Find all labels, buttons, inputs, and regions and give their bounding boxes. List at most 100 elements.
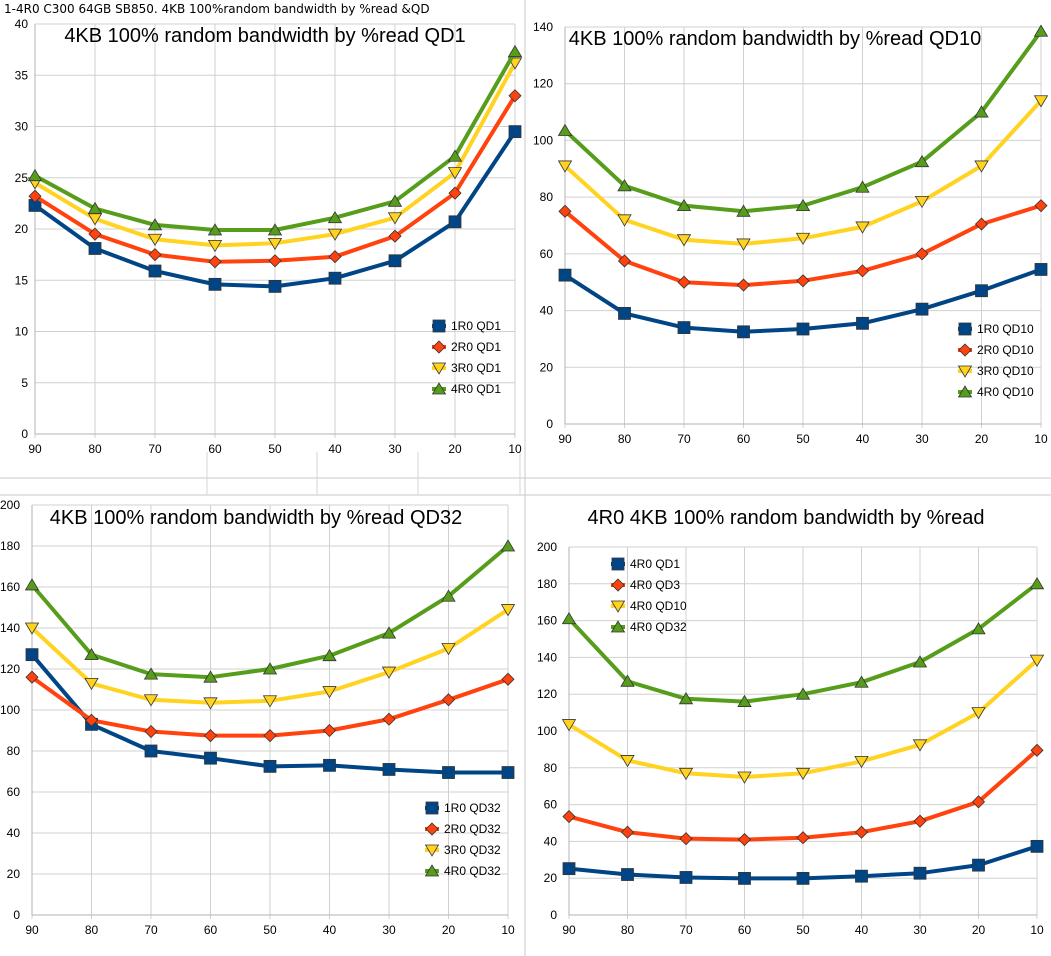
x-tick-label: 80 bbox=[618, 432, 632, 446]
legend-label: 3R0 QD10 bbox=[977, 364, 1034, 378]
data-point bbox=[143, 694, 159, 707]
y-tick-label: 160 bbox=[0, 580, 20, 594]
data-point bbox=[147, 218, 163, 231]
data-point bbox=[676, 198, 692, 212]
legend-label: 2R0 QD10 bbox=[977, 343, 1034, 357]
legend-marker bbox=[610, 600, 626, 613]
y-tick-label: 0 bbox=[13, 908, 20, 922]
data-point bbox=[1029, 577, 1045, 590]
x-tick-label: 30 bbox=[915, 432, 929, 446]
data-point bbox=[679, 832, 693, 846]
y-tick-label: 140 bbox=[533, 20, 553, 34]
chart-3: 0 20 40 60 80 100 120 140 160 180 200 90 80 70 60 50 40 3… bbox=[0, 498, 516, 937]
data-point bbox=[88, 227, 102, 241]
data-point bbox=[557, 123, 573, 136]
data-point bbox=[24, 578, 40, 591]
data-point bbox=[796, 274, 810, 288]
data-point bbox=[148, 264, 162, 278]
legend-item: 2R0 QD1 bbox=[432, 340, 501, 354]
legend-label: 1R0 QD10 bbox=[977, 322, 1034, 336]
data-point bbox=[562, 809, 576, 824]
data-point bbox=[267, 223, 283, 236]
data-point bbox=[1029, 654, 1045, 667]
y-tick-label: 160 bbox=[537, 614, 557, 628]
data-point bbox=[208, 255, 222, 269]
data-point bbox=[972, 858, 985, 872]
data-point bbox=[737, 832, 752, 847]
x-tick-label: 40 bbox=[855, 923, 869, 937]
legend-label: 3R0 QD1 bbox=[451, 361, 501, 375]
data-point bbox=[208, 277, 222, 291]
series-2r0-qd1 bbox=[28, 89, 522, 269]
data-point bbox=[679, 871, 693, 884]
data-point bbox=[915, 302, 929, 316]
data-point bbox=[501, 766, 515, 779]
x-tick-label: 30 bbox=[382, 923, 396, 937]
x-tick-label: 90 bbox=[558, 432, 572, 446]
y-tick-label: 100 bbox=[0, 703, 20, 717]
legend-label: 4R0 QD1 bbox=[451, 382, 501, 396]
data-point bbox=[971, 622, 986, 635]
x-tick-label: 40 bbox=[328, 442, 342, 456]
data-point bbox=[1033, 24, 1049, 37]
data-point bbox=[207, 239, 223, 253]
series-2r0-qd10 bbox=[558, 199, 1048, 292]
x-tick-label: 20 bbox=[442, 923, 456, 937]
data-point bbox=[738, 871, 751, 885]
legend-marker bbox=[431, 382, 447, 395]
data-point bbox=[677, 275, 691, 289]
y-tick-label: 25 bbox=[15, 171, 29, 185]
legend-label: 4R0 QD32 bbox=[444, 864, 501, 878]
x-tick-label: 40 bbox=[323, 923, 337, 937]
data-point bbox=[500, 604, 516, 617]
x-tick-label: 20 bbox=[972, 923, 986, 937]
data-point bbox=[855, 221, 870, 234]
data-point bbox=[558, 268, 572, 282]
data-point bbox=[617, 214, 632, 227]
legend: 1R0 QD10 2R0 QD10 3R0 QD10 4R0 QD10 bbox=[957, 322, 1034, 399]
y-tick-label: 40 bbox=[7, 826, 21, 840]
data-point bbox=[267, 237, 283, 251]
y-tick-label: 100 bbox=[533, 133, 553, 147]
y-tick-label: 80 bbox=[7, 744, 21, 758]
data-point bbox=[381, 626, 397, 639]
data-point bbox=[387, 194, 403, 207]
data-point bbox=[736, 278, 751, 292]
chart-title: 4KB 100% random bandwidth by %read QD1 bbox=[64, 25, 465, 47]
data-point bbox=[447, 167, 463, 180]
y-tick-label: 140 bbox=[0, 621, 20, 635]
data-point bbox=[268, 254, 282, 268]
legend-label: 1R0 QD1 bbox=[451, 319, 501, 333]
legend-marker bbox=[957, 385, 973, 398]
series-1r0-qd1 bbox=[28, 125, 522, 293]
x-tick-label: 80 bbox=[621, 923, 635, 937]
data-point bbox=[381, 666, 397, 679]
y-tick-label: 120 bbox=[537, 687, 557, 701]
series-3r0-qd10 bbox=[557, 95, 1049, 251]
x-tick-label: 10 bbox=[508, 442, 522, 456]
legend: 4R0 QD1 4R0 QD3 4R0 QD10 4R0 QD32 bbox=[610, 557, 687, 634]
data-point bbox=[327, 228, 343, 241]
data-point bbox=[796, 831, 810, 845]
data-point bbox=[913, 814, 927, 828]
data-point bbox=[323, 758, 336, 772]
data-point bbox=[508, 125, 522, 139]
data-point bbox=[562, 862, 576, 876]
x-tick-label: 80 bbox=[85, 923, 99, 937]
data-point bbox=[263, 759, 277, 773]
y-tick-label: 60 bbox=[544, 798, 558, 812]
data-point bbox=[795, 767, 811, 781]
data-point bbox=[557, 160, 573, 173]
data-point bbox=[736, 204, 751, 217]
y-tick-label: 100 bbox=[537, 724, 557, 738]
x-tick-label: 50 bbox=[268, 442, 282, 456]
data-point bbox=[25, 670, 39, 684]
x-tick-label: 80 bbox=[88, 442, 102, 456]
data-point bbox=[204, 751, 217, 765]
legend-label: 4R0 QD32 bbox=[630, 620, 687, 634]
x-tick-label: 90 bbox=[25, 923, 39, 937]
x-tick-label: 10 bbox=[1034, 432, 1048, 446]
legend-item: 4R0 QD1 bbox=[611, 557, 680, 571]
legend-item: 3R0 QD32 bbox=[424, 843, 501, 857]
